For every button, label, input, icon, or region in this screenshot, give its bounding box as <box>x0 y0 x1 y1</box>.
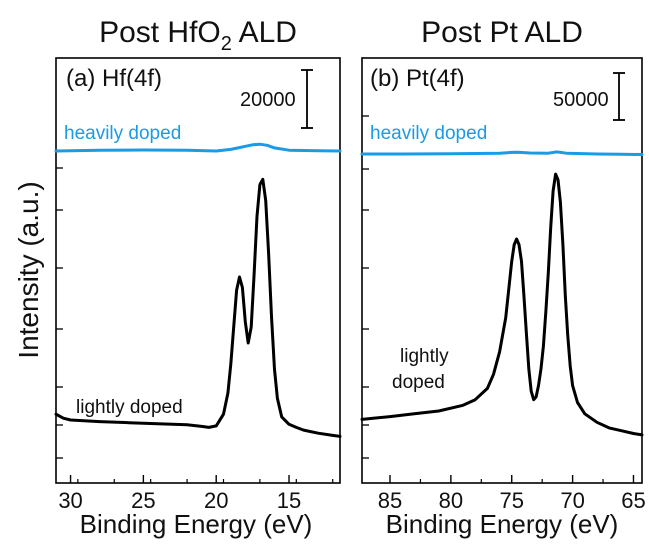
panel-b-series <box>360 150 644 437</box>
panel-a-xtick-label: 30 <box>58 488 82 513</box>
panel-b-ticks: 85 80 75 70 65 <box>362 115 646 513</box>
panel-a-xtick-label: 25 <box>131 488 155 513</box>
panel-b-light-label-line1: lightly <box>400 346 449 367</box>
panel-b-xtick-label: 75 <box>499 488 523 513</box>
panel-a-ticks: 30 25 20 15 <box>56 167 334 513</box>
panel-b-x-axis-label: Binding Energy (eV) <box>386 509 619 539</box>
panel-b-lightly-doped-line <box>360 172 644 437</box>
panel-a-heavy-label: heavily doped <box>64 123 181 144</box>
panel-b-scale-bar <box>613 72 625 121</box>
panel-a-scale-bar <box>301 69 313 129</box>
panel-b-xtick-label: 65 <box>621 488 645 513</box>
panel-b: Post Pt ALD 85 80 75 70 65 (b) Pt(4f) 50000 … <box>360 16 646 539</box>
panel-a-title: Post HfO2 ALD <box>99 16 297 55</box>
panel-a-lightly-doped-line <box>54 177 342 438</box>
panel-b-light-label-line2: doped <box>392 372 445 393</box>
panel-a-x-axis-label: Binding Energy (eV) <box>80 509 313 539</box>
panel-a-frame <box>55 57 341 484</box>
panel-b-heavy-label: heavily doped <box>370 123 487 144</box>
panel-a: Post HfO2 ALD 30 25 20 15 (a) Hf(4f) 20000 … <box>54 16 342 539</box>
panel-b-label: (b) Pt(4f) <box>370 65 465 92</box>
panel-a-xtick-label: 20 <box>204 488 228 513</box>
panel-a-light-label: lightly doped <box>76 397 183 418</box>
panel-a-heavily-doped-line <box>54 142 342 153</box>
y-axis-label: Intensity (a.u.) <box>13 181 44 358</box>
panel-b-title: Post Pt ALD <box>421 16 583 49</box>
panel-a-xtick-label: 15 <box>277 488 301 513</box>
panel-a-series <box>54 142 342 438</box>
panel-b-frame <box>361 57 643 484</box>
panel-a-scale-bar-label: 20000 <box>240 89 296 111</box>
panel-b-xtick-label: 80 <box>439 488 463 513</box>
panel-b-heavily-doped-line <box>360 150 644 156</box>
panel-a-label: (a) Hf(4f) <box>66 65 162 92</box>
panel-b-scale-bar-label: 50000 <box>553 89 609 111</box>
panel-b-xtick-label: 85 <box>378 488 402 513</box>
panel-b-xtick-label: 70 <box>560 488 584 513</box>
